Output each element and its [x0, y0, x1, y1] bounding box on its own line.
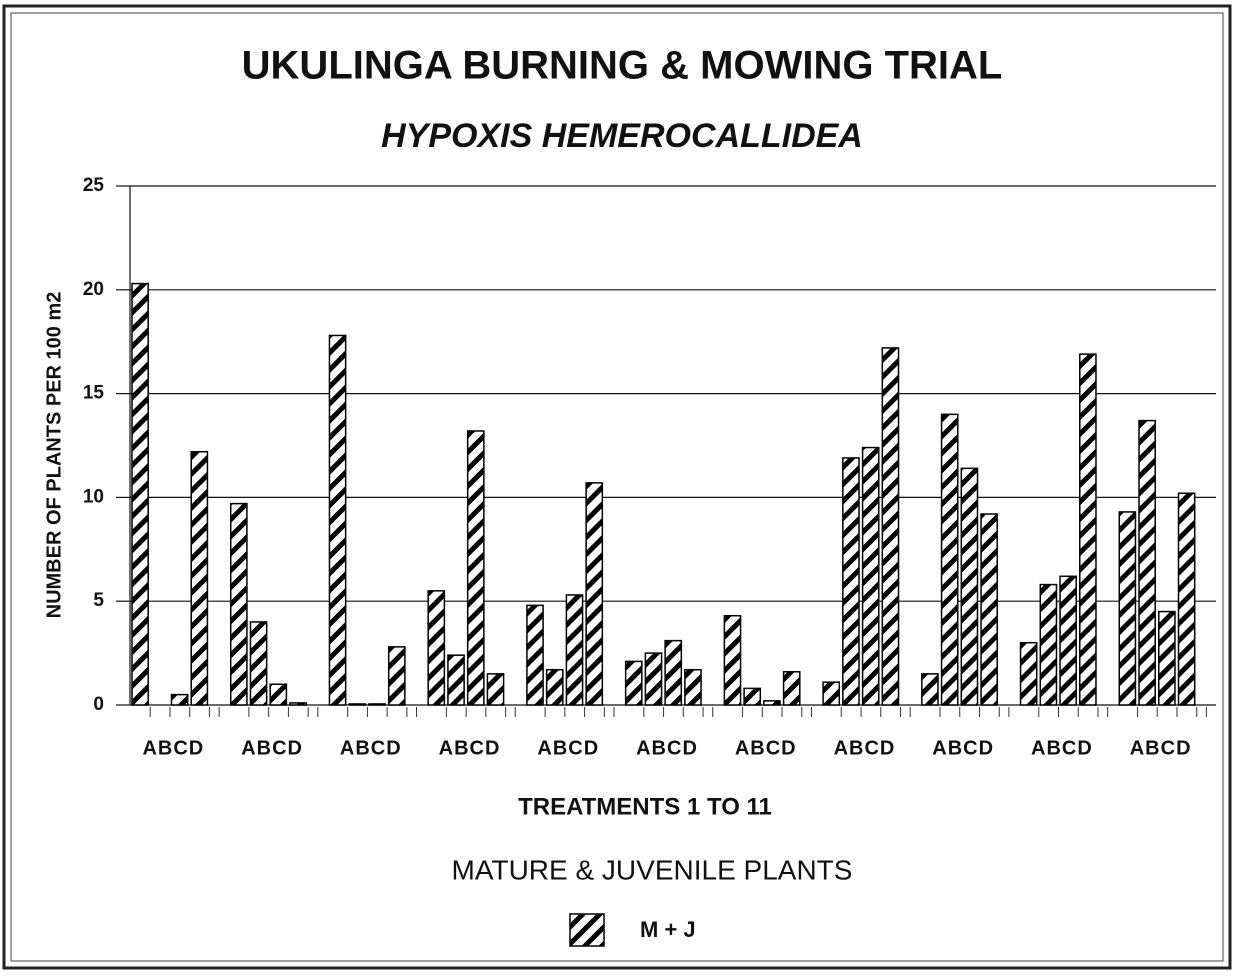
bar: [1019, 641, 1038, 706]
bar: [249, 621, 268, 706]
x-tick-label: ABCD: [636, 737, 698, 759]
bar: [861, 446, 880, 706]
x-tick-label: ABCD: [1031, 737, 1093, 759]
y-tick-label: 0: [93, 694, 104, 715]
bar: [782, 671, 801, 706]
bar: [190, 450, 209, 706]
x-tick-label: ABCD: [241, 737, 303, 759]
y-tick-label: 20: [83, 279, 104, 300]
chart-title: UKULINGA BURNING & MOWING TRIAL: [242, 44, 1003, 88]
x-tick-label: ABCD: [537, 737, 599, 759]
bar: [348, 703, 367, 706]
y-tick-label: 10: [83, 486, 104, 507]
bar: [368, 703, 386, 706]
x-tick-label: ABCD: [1130, 737, 1192, 759]
bar: [842, 457, 860, 706]
bar: [1059, 575, 1077, 706]
x-tick-label: ABCD: [735, 737, 797, 759]
bar: [1158, 610, 1176, 706]
bar: [526, 604, 544, 706]
x-tick-label: ABCD: [439, 737, 501, 759]
bar: [763, 700, 781, 706]
bar: [585, 482, 604, 706]
bar: [447, 654, 465, 706]
bar: [229, 502, 248, 706]
x-tick-label: ABCD: [932, 737, 994, 759]
bar: [664, 639, 683, 706]
x-axis-label: TREATMENTS 1 TO 11: [518, 793, 772, 820]
bar: [980, 513, 998, 706]
bar: [269, 683, 288, 706]
bar: [387, 646, 406, 706]
bar: [1118, 511, 1137, 706]
y-tick-label: 5: [93, 590, 104, 611]
bar: [289, 702, 307, 706]
bar: [743, 687, 762, 706]
bar: [466, 430, 485, 706]
caption: MATURE & JUVENILE PLANTS: [452, 854, 853, 885]
bar: [960, 467, 979, 706]
bar: [1177, 492, 1196, 706]
x-tick-label: ABCD: [340, 737, 402, 759]
legend-swatch: [569, 913, 605, 947]
bar: [1039, 583, 1058, 706]
bar: [921, 673, 939, 706]
bar: [881, 347, 900, 706]
x-tick-label: ABCD: [834, 737, 896, 759]
bar: [131, 282, 149, 706]
bar: [545, 668, 564, 706]
frame: [2, 4, 1232, 970]
bar: [644, 652, 663, 706]
bar: [822, 681, 841, 706]
chart-subtitle: HYPOXIS HEMEROCALLIDEA: [381, 117, 863, 155]
bar: [1138, 419, 1156, 706]
bar: [723, 614, 742, 706]
bar: [565, 594, 584, 706]
bar: [486, 673, 505, 706]
bar: [684, 668, 702, 706]
bar: [940, 413, 959, 706]
bar: [624, 660, 643, 706]
frame-inner: [10, 12, 1224, 962]
y-tick-label: 25: [83, 175, 105, 196]
y-tick-label: 15: [83, 383, 105, 404]
y-axis-label: NUMBER OF PLANTS PER 100 m2: [43, 292, 65, 619]
bar: [1079, 353, 1097, 706]
bar: [170, 693, 189, 706]
x-tick-label: ABCD: [142, 737, 204, 759]
bar: [427, 590, 446, 706]
legend-label: M + J: [640, 917, 696, 942]
bar: [328, 334, 347, 706]
